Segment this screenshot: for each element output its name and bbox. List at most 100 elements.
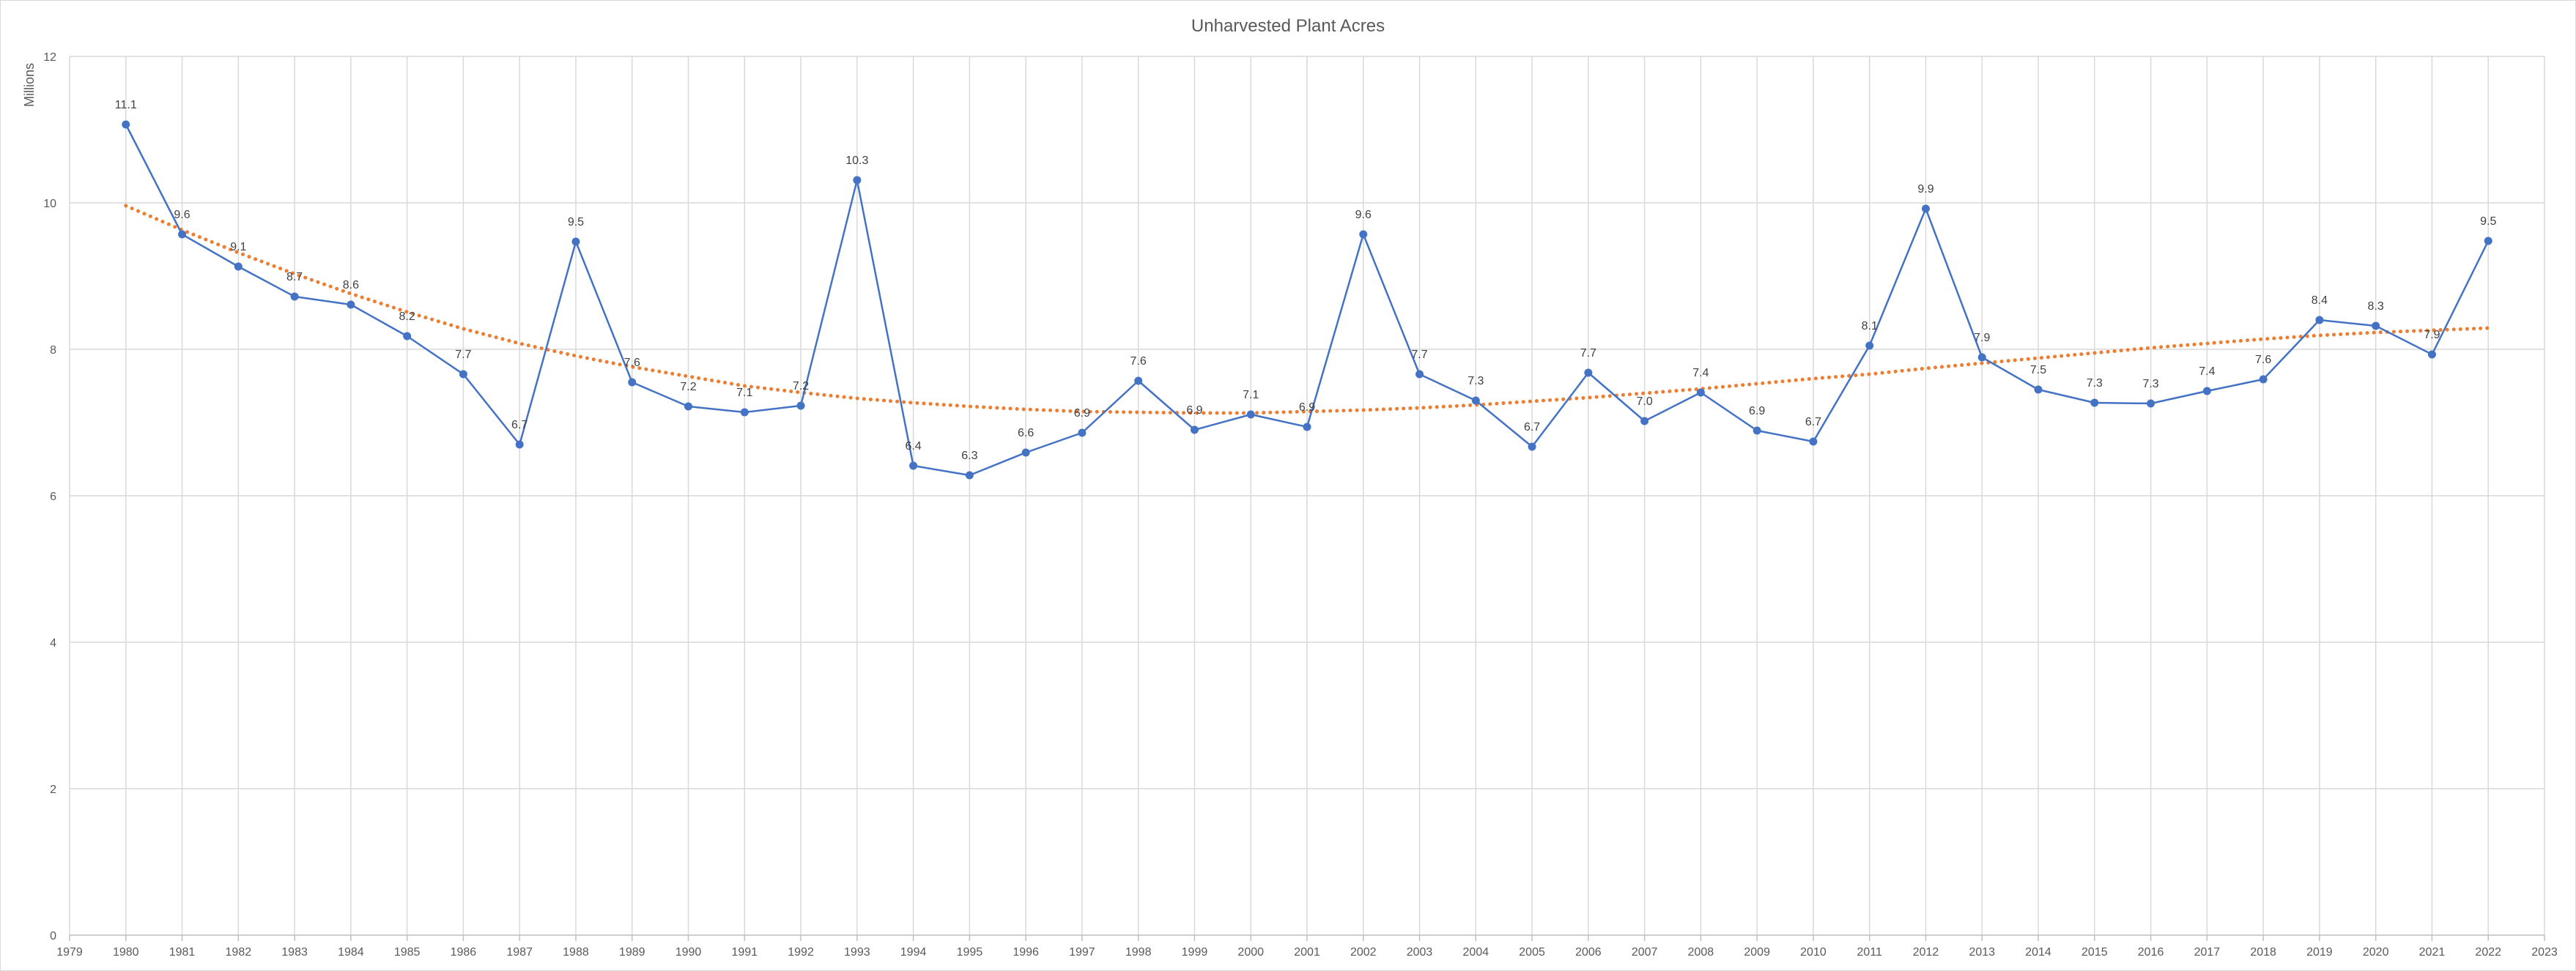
data-point [178,230,187,239]
x-tick-label: 1991 [731,946,758,959]
x-tick-label: 2020 [2363,946,2389,959]
x-tick-label: 2006 [1575,946,1602,959]
data-label: 9.6 [174,209,190,221]
data-point [1922,204,1930,213]
x-tick-label: 2015 [2081,946,2108,959]
data-label: 7.2 [793,380,809,393]
data-label: 7.6 [1130,355,1147,368]
data-point [1753,426,1761,435]
y-axis-label: Millions [22,63,37,107]
y-tick-label: 4 [50,637,56,650]
data-label: 11.1 [115,99,137,111]
data-point [2090,398,2099,407]
x-tick-label: 1979 [56,946,83,959]
x-tick-label: 2023 [2531,946,2558,959]
data-point [1584,368,1593,377]
data-label: 7.6 [2255,354,2271,366]
data-label: 7.7 [455,349,471,361]
data-label: 7.1 [1243,389,1259,401]
data-label: 7.7 [1411,349,1427,361]
x-tick-label: 1999 [1182,946,1208,959]
data-point [1640,417,1649,425]
x-tick-label: 2012 [1913,946,1939,959]
x-tick-label: 2004 [1463,946,1489,959]
data-label: 7.4 [2199,365,2215,378]
data-label: 6.3 [961,450,977,462]
trendline [124,204,2490,415]
data-point [684,402,692,411]
data-point [1359,230,1368,239]
data-label: 7.3 [2087,377,2103,390]
data-label: 6.9 [1074,407,1090,420]
data-point [1977,353,1986,362]
data-label: 9.5 [568,216,584,228]
x-tick-label: 1982 [226,946,252,959]
data-point [290,292,299,301]
data-label: 6.7 [1805,416,1821,428]
x-tick-label: 1990 [676,946,702,959]
x-tick-label: 1995 [957,946,983,959]
data-label: 7.2 [680,381,696,393]
x-tick-label: 1983 [281,946,308,959]
data-label: 7.6 [624,357,640,369]
data-point [1415,370,1424,379]
y-tick-label: 2 [50,784,56,796]
y-tick-label: 0 [50,930,56,942]
y-tick-label: 8 [50,344,56,357]
data-point [965,471,974,480]
data-point [740,408,749,417]
x-tick-label: 2010 [1800,946,1826,959]
x-tick-label: 2002 [1350,946,1377,959]
data-label: 7.5 [2030,364,2046,376]
data-point [1246,410,1255,419]
x-tick-label: 2011 [1857,946,1883,959]
data-label: 10.3 [845,155,868,167]
data-point [571,237,580,246]
data-label: 7.9 [2424,329,2440,341]
data-point [403,332,412,341]
data-point [459,370,467,379]
data-point [1471,396,1480,405]
x-tick-label: 1988 [563,946,589,959]
data-point [1865,341,1874,350]
x-tick-label: 1993 [844,946,870,959]
data-point [2315,316,2324,324]
x-tick-label: 2008 [1688,946,1714,959]
data-point [2372,321,2380,330]
data-label: 9.9 [1917,183,1933,196]
data-label: 9.1 [230,241,246,253]
data-point [1190,425,1199,434]
x-tick-label: 2014 [2025,946,2051,959]
data-label: 7.3 [2142,378,2158,390]
y-tick-label: 6 [50,491,56,503]
data-point [2202,387,2211,395]
x-tick-label: 1992 [788,946,814,959]
x-tick-label: 1996 [1013,946,1039,959]
data-point [2427,350,2436,359]
x-tick-label: 2021 [2419,946,2446,959]
data-point [1021,448,1030,457]
x-tick-label: 1981 [169,946,196,959]
data-label: 8.4 [2312,294,2328,307]
data-labels: 11.1 9.6 9.1 8.7 8.6 8.2 7.7 6.7 9.5 7.6 7.2 7.1 7.2… [115,99,2497,462]
x-tick-label: 2013 [1969,946,1995,959]
data-point [122,120,130,129]
data-label: 8.3 [2368,300,2384,313]
data-point [1528,442,1536,451]
x-tick-label: 1994 [900,946,927,959]
x-tick-label: 2005 [1519,946,1545,959]
x-tick-label: 2018 [2250,946,2276,959]
trendline-path [124,204,2490,415]
x-tick-label: 2009 [1744,946,1770,959]
data-point [1696,388,1705,397]
data-label: 7.7 [1580,347,1596,360]
x-tick-label: 1985 [394,946,421,959]
data-label: 8.1 [1862,320,1878,332]
data-point [1134,376,1143,385]
x-tick-label: 1980 [113,946,139,959]
x-tick-label: 2003 [1407,946,1433,959]
y-tick-label: 12 [43,51,56,64]
x-tick-label: 2001 [1294,946,1320,959]
